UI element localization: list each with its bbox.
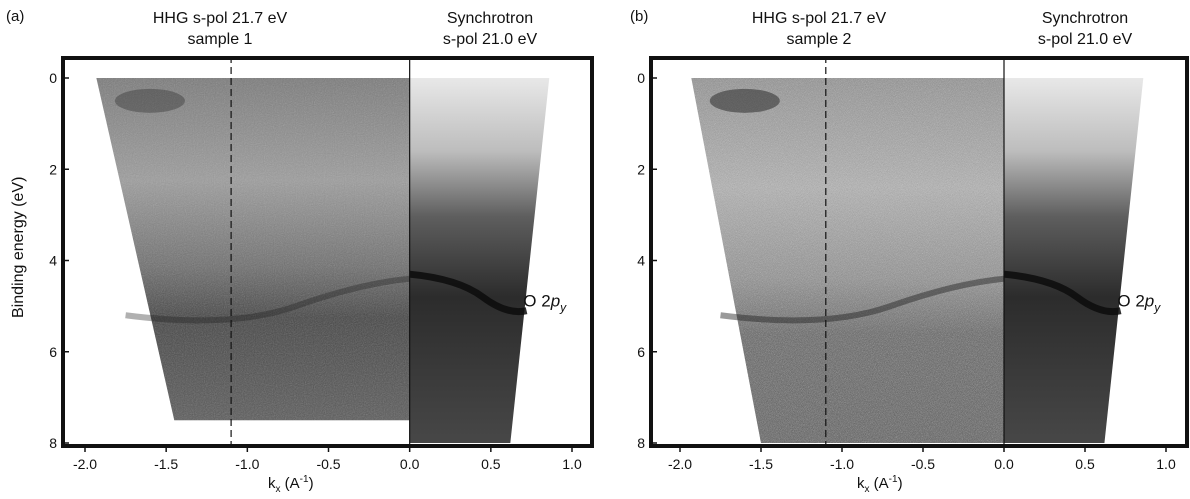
y-tick-label: 2 <box>637 161 645 177</box>
x-tick-label: 0.0 <box>994 456 1014 472</box>
x-axis-label-main: k <box>857 475 865 492</box>
x-tick-label: 0.5 <box>1075 456 1095 472</box>
x-axis-label-sub: x <box>275 484 281 495</box>
o2py-band-synchrotron <box>409 270 528 316</box>
x-tick-label: -1.5 <box>749 456 773 472</box>
hhg-title-line2: sample 2 <box>786 31 852 48</box>
y-tick-label: 8 <box>637 435 645 451</box>
x-tick-label: -2.0 <box>73 456 97 472</box>
x-axis-label-unit: (A <box>280 475 300 492</box>
x-tick-label: 0.0 <box>400 456 420 472</box>
hhg-title-line1: HHG s-pol 21.7 eV <box>152 10 288 27</box>
y-tick-label: 6 <box>637 344 645 360</box>
hhg-title-line2: sample 1 <box>187 31 253 48</box>
plot-frame <box>61 56 594 448</box>
y-tick-label: 6 <box>49 344 57 360</box>
x-axis-label-sub: x <box>864 484 870 495</box>
band-annotation: O 2py <box>1117 292 1161 315</box>
x-tick-label: 0.5 <box>481 456 501 472</box>
x-tick-label: -2.0 <box>668 456 692 472</box>
sync-title: Synchrotron s-pol 21.0 eV <box>420 8 560 50</box>
hhg-feature-blob <box>114 88 185 113</box>
x-axis-label-unit: (A <box>869 475 889 492</box>
y-tick-label: 8 <box>49 435 57 451</box>
hhg-title: HHG s-pol 21.7 eV sample 2 <box>719 8 919 50</box>
x-tick-label: -1.5 <box>154 456 178 472</box>
hhg-title: HHG s-pol 21.7 eV sample 1 <box>120 8 320 50</box>
x-tick-label: 1.0 <box>1156 456 1176 472</box>
panel-b: (b) HHG s-pol 21.7 eV sample 2 Synchrotr… <box>595 0 1190 499</box>
x-axis-label: kx (A-1) <box>857 474 903 495</box>
panel-a: (a) HHG s-pol 21.7 eV sample 1 Synchrotr… <box>6 8 594 495</box>
x-tick-label: -1.0 <box>235 456 259 472</box>
sync-title: Synchrotron s-pol 21.0 eV <box>1015 8 1155 50</box>
plot-frame <box>649 56 1189 448</box>
hhg-noise-texture <box>96 78 410 421</box>
hhg-noise-texture <box>691 78 1004 443</box>
synchrotron-intensity-region <box>1004 78 1144 443</box>
x-axis-label: kx (A-1) <box>268 474 314 495</box>
x-axis-label-close: ) <box>308 475 314 492</box>
panel-label: (b) <box>630 8 649 25</box>
sync-title-line2: s-pol 21.0 eV <box>442 31 538 48</box>
o2py-band-hhg <box>720 275 1005 324</box>
sync-title-line2: s-pol 21.0 eV <box>1037 31 1133 48</box>
x-tick-label: -0.5 <box>316 456 340 472</box>
synchrotron-intensity-region <box>409 78 550 443</box>
y-tick-label: 4 <box>49 253 57 269</box>
x-tick-label: 1.0 <box>562 456 582 472</box>
y-tick-label: 0 <box>637 70 645 86</box>
y-tick-label: 2 <box>49 161 57 177</box>
x-axis-label-close: ) <box>897 475 903 492</box>
sync-title-line1: Synchrotron <box>446 10 534 27</box>
x-axis-label-sup: -1 <box>299 474 309 485</box>
x-axis-label-main: k <box>268 475 276 492</box>
o2py-band-synchrotron <box>1003 270 1122 316</box>
arpes-plot-a: 0 2 4 6 8 -2.0 -1.5 -1.0 -0.5 0.0 0.5 1.0 O 2py <box>49 56 594 472</box>
arpes-plot-b: 0 2 4 6 8 -2.0 -1.5 -1.0 -0.5 0.0 0.5 1.0 O 2py <box>637 56 1189 472</box>
panel-label: (a) <box>6 8 25 25</box>
x-axis-label-sup: -1 <box>888 474 898 485</box>
sync-title-line1: Synchrotron <box>1041 10 1129 27</box>
x-tick-label: -1.0 <box>830 456 854 472</box>
band-annotation: O 2py <box>523 292 567 315</box>
hhg-title-line1: HHG s-pol 21.7 eV <box>751 10 887 27</box>
y-tick-label: 0 <box>49 70 57 86</box>
hhg-feature-blob <box>709 88 780 113</box>
x-tick-label: -0.5 <box>911 456 935 472</box>
y-tick-label: 4 <box>637 253 645 269</box>
o2py-band-hhg <box>125 275 410 324</box>
